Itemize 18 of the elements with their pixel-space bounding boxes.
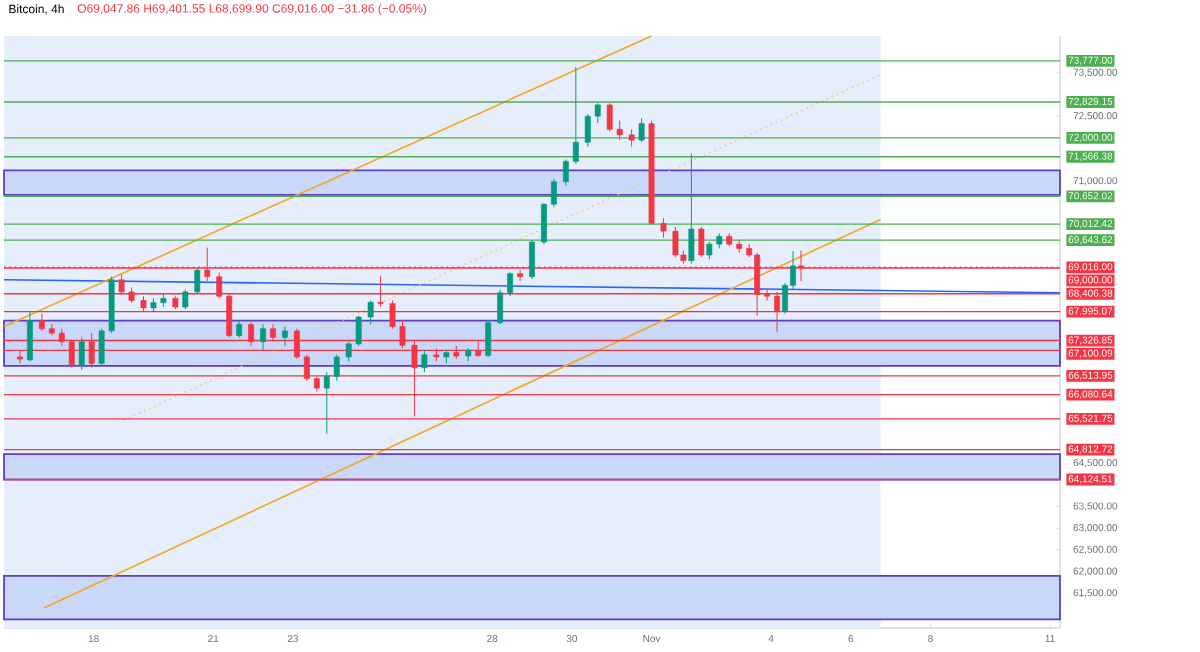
candlestick [497, 289, 504, 325]
candlestick [550, 178, 557, 208]
candlestick [78, 336, 85, 371]
candlestick [194, 267, 201, 295]
candlestick [421, 349, 428, 373]
candlestick [529, 239, 535, 280]
candlestick [260, 323, 266, 351]
candlestick [638, 117, 645, 143]
candlestick [672, 226, 679, 258]
candlestick [572, 66, 579, 165]
candlestick [660, 217, 667, 239]
candlestick [562, 159, 569, 187]
candlestick [541, 202, 547, 245]
candlestick [367, 300, 374, 325]
candlestick [507, 271, 514, 297]
candlestick [182, 289, 189, 310]
candlestick [282, 326, 288, 347]
candlestick [485, 319, 492, 358]
